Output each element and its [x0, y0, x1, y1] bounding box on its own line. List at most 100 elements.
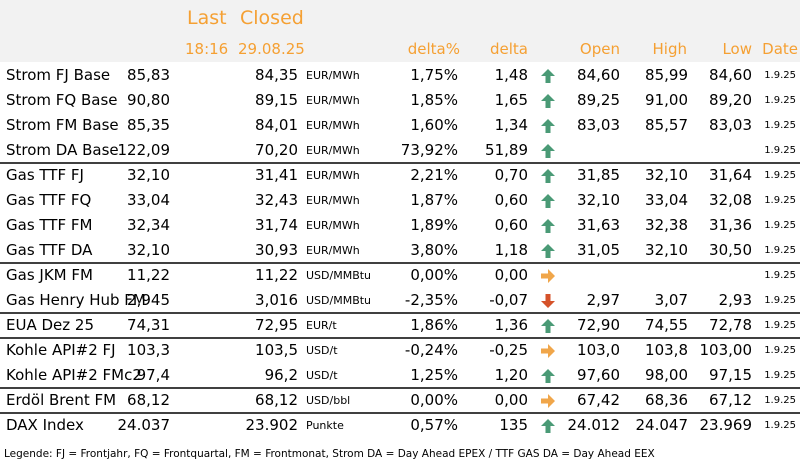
cell-name: Strom FJ Base: [6, 66, 111, 84]
cell-name: Erdöl Brent FM: [6, 391, 117, 409]
trend-flat-arrow-icon: [540, 393, 556, 409]
cell-low: 32,08: [709, 191, 752, 209]
cell-delta: 1,18: [494, 241, 528, 259]
cell-closed: 23.902: [245, 416, 299, 434]
trend-up-arrow-icon: [540, 193, 556, 209]
cell-unit: EUR/MWh: [306, 219, 360, 232]
last-time: 18:16: [185, 40, 229, 58]
cell-open: 72,90: [577, 316, 620, 334]
table-row: Gas TTF DA 32,10 30,93 EUR/MWh 3,80% 1,18 31,0…: [0, 238, 800, 263]
cell-last: 68,12: [127, 391, 170, 409]
cell-high: 74,55: [645, 316, 688, 334]
table-row: DAX Index 24.037 23.902 Punkte 0,57% 135 24.01…: [0, 413, 800, 438]
trend-up-arrow-icon: [540, 368, 556, 384]
low-column-header: Low: [722, 40, 752, 58]
cell-date: 1.9.25: [764, 145, 796, 156]
cell-delta: 0,60: [494, 191, 528, 209]
cell-high: 3,07: [654, 291, 688, 309]
cell-low: 89,20: [709, 91, 752, 109]
cell-open: 67,42: [577, 391, 620, 409]
cell-delta: 1,48: [494, 66, 528, 84]
closed-date: 29.08.25: [238, 40, 305, 58]
trend-up-arrow-icon: [540, 418, 556, 434]
cell-delta: 51,89: [485, 141, 528, 159]
cell-high: 103,8: [645, 341, 688, 359]
cell-name: Kohle API#2 FMc2: [6, 366, 142, 384]
table-row: Gas TTF FJ 32,10 31,41 EUR/MWh 2,21% 0,70 31,8…: [0, 163, 800, 188]
cell-last: 32,10: [127, 241, 170, 259]
table-row: Strom FM Base 85,35 84,01 EUR/MWh 1,60% 1,34 8…: [0, 113, 800, 138]
cell-unit: EUR/MWh: [306, 94, 360, 107]
cell-unit: EUR/MWh: [306, 119, 360, 132]
cell-date: 1.9.25: [764, 320, 796, 331]
cell-date: 1.9.25: [764, 295, 796, 306]
cell-low: 84,60: [709, 66, 752, 84]
cell-date: 1.9.25: [764, 245, 796, 256]
cell-last: 32,34: [127, 216, 170, 234]
cell-last: 90,80: [127, 91, 170, 109]
cell-date: 1.9.25: [764, 195, 796, 206]
cell-closed: 89,15: [255, 91, 298, 109]
cell-open: 97,60: [577, 366, 620, 384]
cell-low: 103,00: [699, 341, 753, 359]
cell-delta: -0,07: [489, 291, 528, 309]
cell-date: 1.9.25: [764, 120, 796, 131]
table-header: Last Closed 18:16 29.08.25 delta% delta …: [0, 0, 800, 62]
cell-deltapct: 1,60%: [410, 116, 458, 134]
table-row: EUA Dez 25 74,31 72,95 EUR/t 1,86% 1,36 72,90 7…: [0, 313, 800, 338]
cell-low: 31,64: [709, 166, 752, 184]
cell-unit: EUR/MWh: [306, 169, 360, 182]
cell-high: 32,38: [645, 216, 688, 234]
cell-open: 24.012: [567, 416, 621, 434]
cell-delta: 0,70: [494, 166, 528, 184]
cell-unit: USD/t: [306, 344, 338, 357]
cell-date: 1.9.25: [764, 370, 796, 381]
cell-closed: 11,22: [255, 266, 298, 284]
cell-open: 32,10: [577, 191, 620, 209]
trend-up-arrow-icon: [540, 243, 556, 259]
cell-delta: -0,25: [489, 341, 528, 359]
cell-low: 72,78: [709, 316, 752, 334]
cell-open: 89,25: [577, 91, 620, 109]
cell-delta: 0,60: [494, 216, 528, 234]
deltapct-column-header: delta%: [407, 40, 460, 58]
cell-closed: 84,35: [255, 66, 298, 84]
cell-closed: 70,20: [255, 141, 298, 159]
delta-column-header: delta: [490, 40, 528, 58]
cell-open: 83,03: [577, 116, 620, 134]
cell-last: 11,22: [127, 266, 170, 284]
cell-deltapct: 1,87%: [410, 191, 458, 209]
cell-date: 1.9.25: [764, 395, 796, 406]
cell-unit: EUR/MWh: [306, 144, 360, 157]
group-divider: [0, 337, 800, 339]
trend-up-arrow-icon: [540, 68, 556, 84]
cell-deltapct: 3,80%: [410, 241, 458, 259]
open-column-header: Open: [579, 40, 620, 58]
trend-up-arrow-icon: [540, 218, 556, 234]
cell-delta: 0,00: [494, 391, 528, 409]
cell-low: 31,36: [709, 216, 752, 234]
cell-date: 1.9.25: [764, 70, 796, 81]
cell-deltapct: 2,21%: [410, 166, 458, 184]
cell-name: Strom FM Base: [6, 116, 119, 134]
table-row: Gas TTF FM 32,34 31,74 EUR/MWh 1,89% 0,60 31,6…: [0, 213, 800, 238]
cell-high: 85,57: [645, 116, 688, 134]
cell-open: 2,97: [586, 291, 620, 309]
cell-high: 33,04: [645, 191, 688, 209]
high-column-header: High: [652, 40, 687, 58]
cell-high: 85,99: [645, 66, 688, 84]
cell-deltapct: 0,57%: [410, 416, 458, 434]
table-row: Strom FQ Base 90,80 89,15 EUR/MWh 1,85% 1,65 8…: [0, 88, 800, 113]
trend-up-arrow-icon: [540, 118, 556, 134]
cell-last: 32,10: [127, 166, 170, 184]
cell-deltapct: 73,92%: [400, 141, 458, 159]
cell-open: 31,05: [577, 241, 620, 259]
trend-down-arrow-icon: [540, 293, 556, 309]
trend-up-arrow-icon: [540, 143, 556, 159]
cell-date: 1.9.25: [764, 170, 796, 181]
cell-delta: 1,65: [494, 91, 528, 109]
cell-deltapct: 1,75%: [410, 66, 458, 84]
cell-deltapct: 1,89%: [410, 216, 458, 234]
cell-delta: 135: [499, 416, 528, 434]
